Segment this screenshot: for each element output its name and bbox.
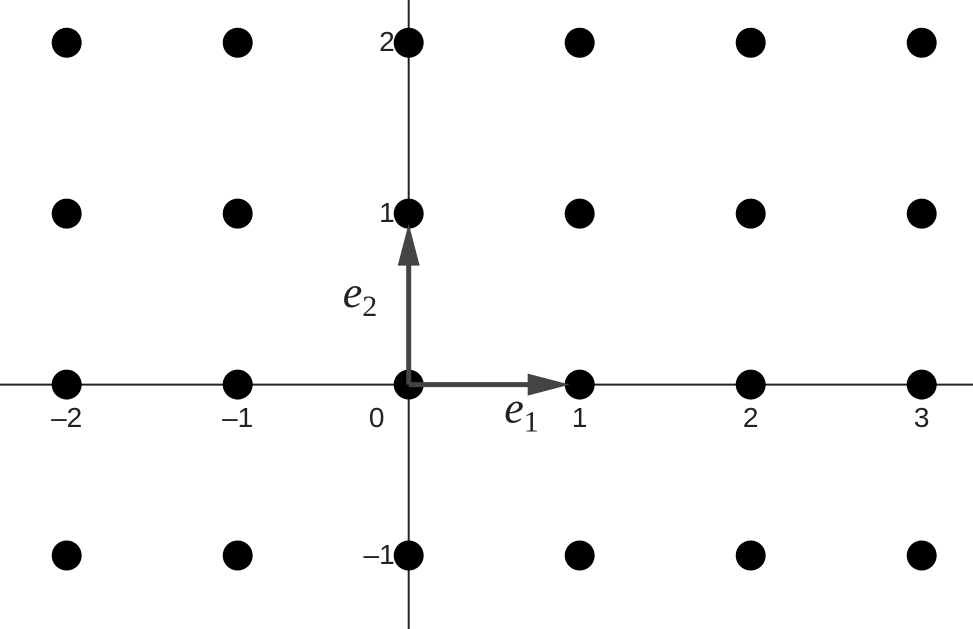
- lattice-point: [51, 27, 82, 58]
- lattice-point: [735, 369, 766, 400]
- lattice-point: [393, 27, 424, 58]
- x-tick-label: –2: [51, 402, 82, 433]
- lattice-point: [735, 27, 766, 58]
- lattice-point: [51, 540, 82, 571]
- lattice-point: [564, 27, 595, 58]
- lattice-point: [222, 369, 253, 400]
- vector-label: e1: [504, 384, 539, 439]
- lattice-point: [735, 540, 766, 571]
- vector-subscript: 1: [524, 405, 539, 438]
- lattice-point: [51, 198, 82, 229]
- x-tick-label: 0: [369, 402, 385, 433]
- lattice-point: [906, 540, 937, 571]
- y-tick-label: –1: [364, 539, 395, 570]
- lattice-point: [564, 540, 595, 571]
- lattice-point: [393, 540, 424, 571]
- vector-label: e2: [343, 268, 378, 323]
- x-tick-label: –1: [222, 402, 253, 433]
- lattice-point: [906, 369, 937, 400]
- x-tick-label: 2: [743, 402, 759, 433]
- lattice-point: [564, 369, 595, 400]
- vector-head: [527, 373, 570, 396]
- x-tick-label: 1: [572, 402, 588, 433]
- y-tick-label: 1: [379, 197, 395, 228]
- lattice-point: [222, 198, 253, 229]
- vector-subscript: 2: [362, 290, 377, 323]
- lattice-point: [906, 198, 937, 229]
- lattice-point: [51, 369, 82, 400]
- vector-name: e: [504, 384, 524, 433]
- lattice-point: [564, 198, 595, 229]
- vector-name: e: [343, 268, 363, 317]
- x-tick-label: 3: [914, 402, 930, 433]
- lattice-point: [393, 198, 424, 229]
- lattice-point: [222, 27, 253, 58]
- lattice-point: [906, 27, 937, 58]
- y-tick-label: 2: [379, 26, 395, 57]
- vector-head: [397, 223, 420, 266]
- lattice-point: [222, 540, 253, 571]
- lattice-point: [735, 198, 766, 229]
